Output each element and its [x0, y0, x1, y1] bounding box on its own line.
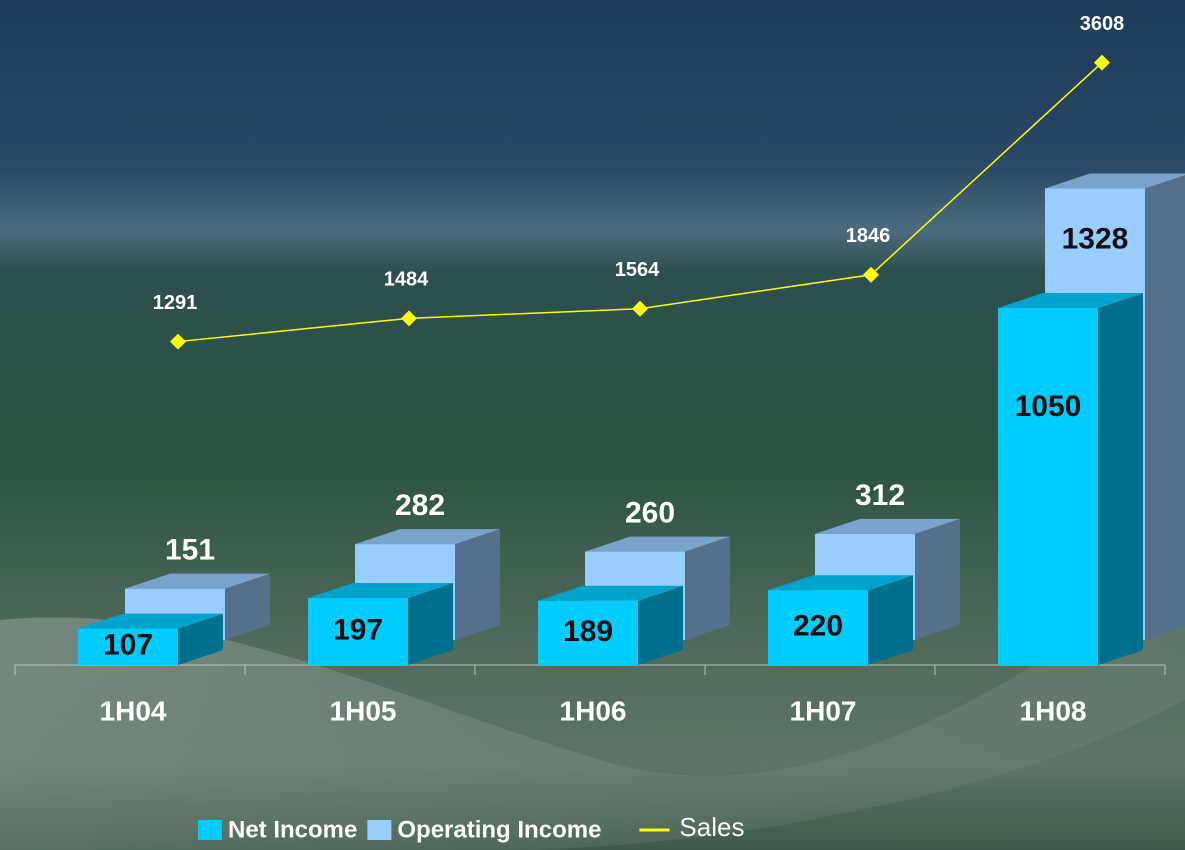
- data-label: 1328: [1062, 222, 1129, 255]
- data-label: 282: [395, 489, 445, 522]
- data-label: 1484: [384, 269, 429, 291]
- data-label: 312: [855, 479, 905, 512]
- data-label: 1564: [615, 259, 660, 281]
- x-tick-label: 1H04: [100, 695, 167, 726]
- data-label: 220: [793, 610, 843, 643]
- x-tick-label: 1H08: [1020, 695, 1087, 726]
- legend-label: Operating Income: [397, 816, 601, 843]
- data-label: 189: [563, 615, 613, 648]
- data-label: 260: [625, 497, 675, 530]
- data-label: 107: [103, 629, 153, 662]
- bar-side: [1145, 173, 1185, 640]
- data-label: 151: [165, 534, 215, 567]
- data-label: 3608: [1080, 13, 1125, 35]
- x-tick-label: 1H07: [790, 695, 857, 726]
- legend-label: Sales: [679, 812, 744, 842]
- bar-side: [1098, 293, 1143, 665]
- data-label: 197: [333, 613, 383, 646]
- bar-side: [915, 519, 960, 640]
- data-label: 1846: [846, 225, 891, 247]
- x-tick-label: 1H06: [560, 695, 627, 726]
- chart: 1H04 1H05 1H06 1H07 1H08 1291 1484 1564 1846 3608…: [0, 0, 1185, 850]
- page: {"chart_data": {"type": "bar", "categori…: [0, 0, 1185, 850]
- bar-side: [868, 575, 913, 665]
- data-label: 1291: [153, 292, 198, 314]
- legend-swatch: [367, 820, 391, 840]
- legend-label: Net Income: [228, 816, 357, 843]
- bar: [998, 308, 1098, 665]
- bar-side: [455, 529, 500, 640]
- legend-swatch: [198, 820, 222, 840]
- x-tick-label: 1H05: [330, 695, 397, 726]
- bar-side: [685, 537, 730, 640]
- data-label: 1050: [1015, 390, 1082, 423]
